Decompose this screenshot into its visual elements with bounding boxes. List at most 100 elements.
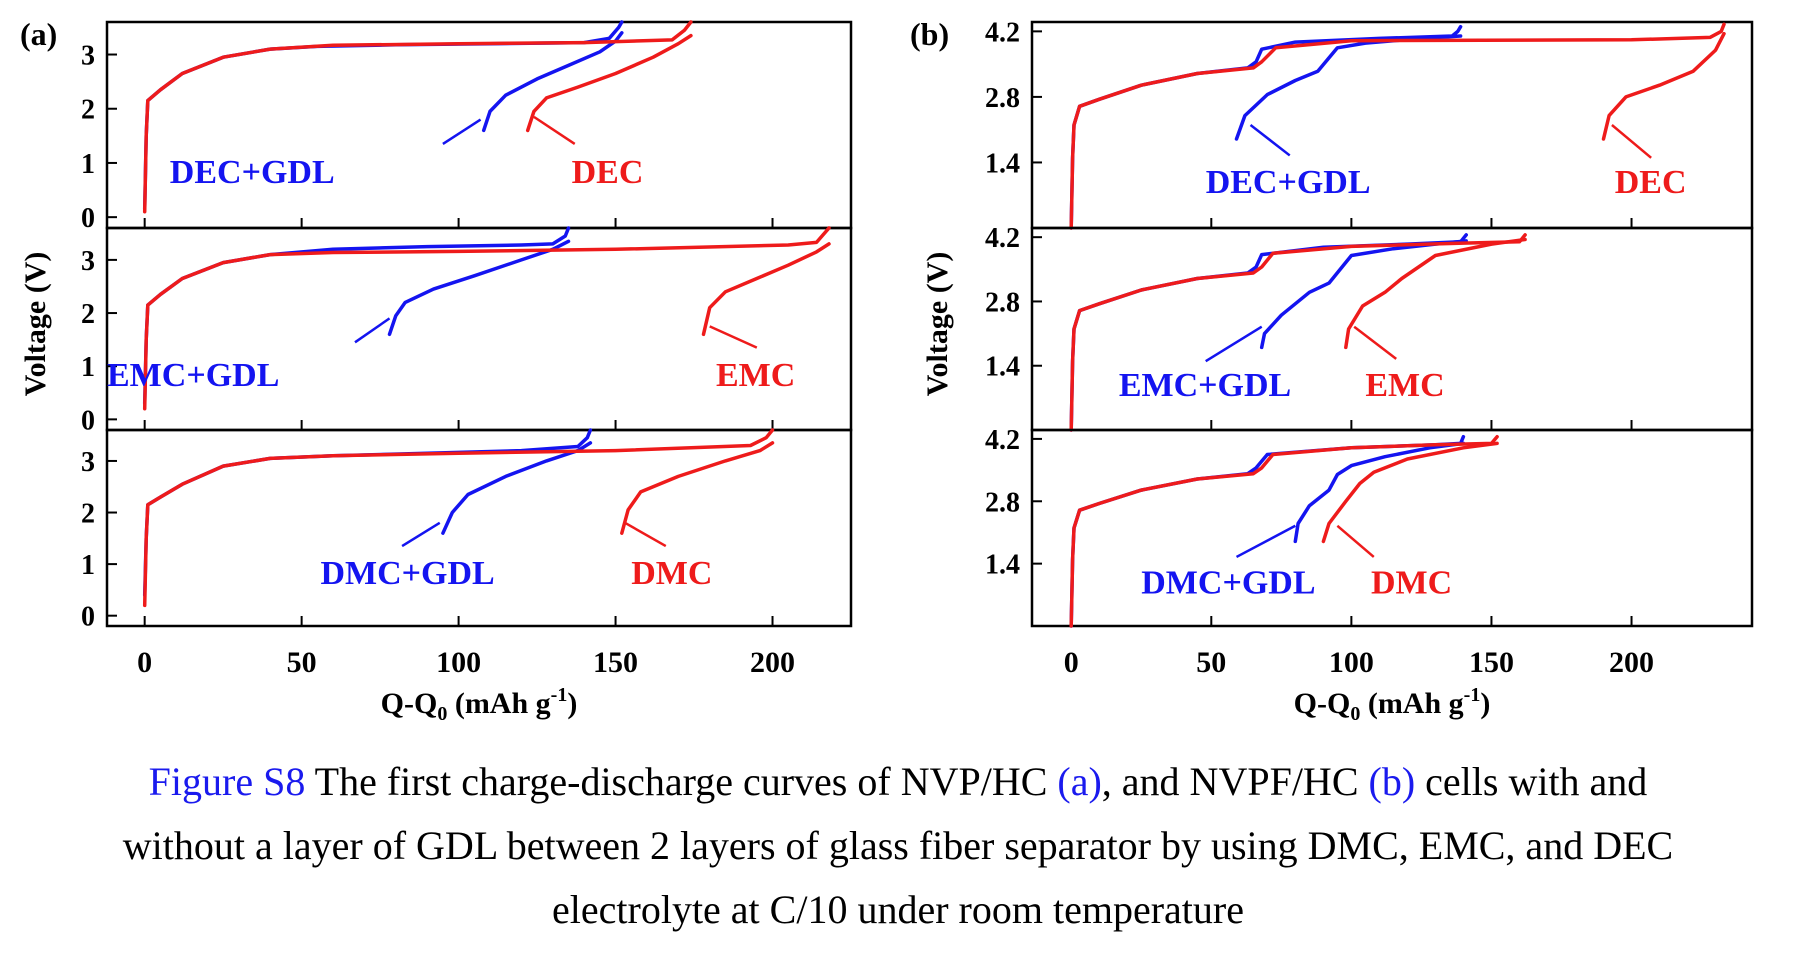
- curve-emc-gdl-discharge: [387, 239, 571, 337]
- y-tick-label: 2: [81, 95, 95, 126]
- annotation-label: DEC+GDL: [1206, 164, 1371, 201]
- x-tick-label: 50: [1196, 646, 1226, 679]
- curve-dmc-charge: [1069, 434, 1499, 628]
- y-tick-label: 1: [81, 550, 95, 581]
- plot-frame: [1030, 428, 1754, 628]
- annotation-label: EMC: [716, 357, 795, 394]
- x-axis-label: Q-Q0 (mAh g-1): [1294, 684, 1491, 725]
- y-tick-label: 3: [81, 447, 95, 478]
- y-tick-label: 0: [81, 405, 95, 436]
- x-tick-label: 150: [1469, 646, 1514, 679]
- panel-0: (a) 0 1 2 3 DEC+GDL DEC 0 1 2 3 EMC+GDL EMC 0 1 2 3 DMC+G…: [19, 16, 853, 725]
- curve-dmc-gdl-discharge: [1293, 441, 1466, 544]
- x-tick-label: 50: [287, 646, 317, 679]
- curve-dec-charge: [1069, 22, 1726, 230]
- subplot-1: 1.4 2.8 4.2 EMC+GDL EMC: [985, 223, 1754, 432]
- figure-caption: Figure S8 The first charge-discharge cur…: [0, 750, 1796, 942]
- annotation-leader: [624, 521, 667, 548]
- y-tick-label: 0: [81, 203, 95, 234]
- y-tick-label: 2: [81, 299, 95, 330]
- annotation-leader: [1336, 524, 1375, 558]
- y-tick-label: 2.8: [985, 287, 1020, 318]
- annotation-leader: [1249, 124, 1291, 157]
- caption-line-3: electrolyte at C/10 under room temperatu…: [552, 887, 1244, 932]
- annotation-leader: [1205, 325, 1263, 363]
- curve-dmc-discharge: [620, 441, 775, 535]
- x-tick-label: 100: [436, 646, 481, 679]
- caption-text-3: cells with and: [1415, 759, 1648, 804]
- annotation-label: DMC: [1371, 564, 1452, 601]
- y-tick-label: 1: [81, 149, 95, 180]
- curve-dmc-charge: [142, 428, 775, 608]
- y-tick-label: 1: [81, 352, 95, 383]
- annotation-label: DMC+GDL: [320, 555, 494, 592]
- caption-figure-ref: Figure S8: [148, 759, 306, 804]
- curve-dec-charge: [142, 20, 693, 214]
- caption-text-2: , and NVPF/HC: [1101, 759, 1369, 804]
- subplot-0: 0 1 2 3 DEC+GDL DEC: [81, 20, 853, 234]
- annotation-label: DEC: [1615, 164, 1687, 201]
- curve-dec-discharge: [525, 33, 693, 133]
- y-tick-label: 2.8: [985, 487, 1020, 518]
- y-tick-label: 1.4: [985, 148, 1020, 179]
- curve-emc-discharge: [701, 242, 831, 337]
- plot-frame: [105, 428, 853, 628]
- x-tick-label: 200: [750, 646, 795, 679]
- subplot-0: 1.4 2.8 4.2 DEC+GDL DEC: [985, 17, 1754, 230]
- y-tick-label: 4.2: [985, 425, 1020, 456]
- annotation-label: EMC+GDL: [1119, 367, 1291, 404]
- annotation-leader: [1235, 524, 1296, 559]
- curve-emc-discharge: [1344, 237, 1527, 350]
- annotation-label: DMC+GDL: [1141, 564, 1315, 601]
- x-tick-label: 200: [1609, 646, 1654, 679]
- y-tick-label: 4.2: [985, 223, 1020, 254]
- annotation-label: DEC+GDL: [170, 154, 335, 191]
- annotation-label: DEC: [572, 154, 644, 191]
- y-axis-label: Voltage (V): [921, 252, 954, 397]
- annotation-leader: [533, 115, 576, 146]
- subplot-1: 0 1 2 3 EMC+GDL EMC: [81, 226, 853, 436]
- caption-line-1: Figure S8 The first charge-discharge cur…: [0, 750, 1796, 814]
- y-tick-label: 3: [81, 246, 95, 277]
- annotation-leader: [401, 521, 441, 548]
- x-tick-label: 150: [593, 646, 638, 679]
- curve-dmc-gdl-discharge: [441, 441, 593, 535]
- subplot-2: 0 1 2 3 DMC+GDL DMC: [81, 428, 853, 633]
- y-tick-label: 0: [81, 602, 95, 633]
- y-tick-label: 1.4: [985, 550, 1020, 581]
- plot-frame: [105, 20, 853, 230]
- caption-line-2: without a layer of GDL between 2 layers …: [122, 823, 1674, 868]
- x-tick-label: 0: [137, 646, 152, 679]
- curve-dec-gdl-discharge: [481, 31, 624, 133]
- curve-emc-charge: [142, 226, 831, 411]
- caption-text-1: The first charge-discharge curves of NVP…: [305, 759, 1058, 804]
- panel-label: (b): [910, 16, 949, 52]
- panel-label: (a): [20, 16, 57, 52]
- annotation-leader: [709, 325, 758, 349]
- y-axis-label: Voltage (V): [19, 252, 52, 397]
- curve-emc-charge: [1069, 233, 1527, 432]
- curve-dmc-discharge: [1321, 441, 1499, 544]
- y-tick-label: 2: [81, 499, 95, 530]
- annotation-leader: [1611, 124, 1652, 159]
- x-tick-label: 100: [1329, 646, 1374, 679]
- y-tick-label: 4.2: [985, 17, 1020, 48]
- annotation-leader: [354, 317, 391, 344]
- annotation-label: EMC+GDL: [107, 357, 279, 394]
- y-tick-label: 2.8: [985, 83, 1020, 114]
- x-axis-label: Q-Q0 (mAh g-1): [381, 684, 578, 725]
- caption-ref-b: (b): [1368, 759, 1416, 804]
- annotation-label: EMC: [1365, 367, 1444, 404]
- annotation-leader: [442, 118, 482, 146]
- caption-ref-a: (a): [1057, 759, 1102, 804]
- annotation-leader: [1353, 325, 1397, 360]
- y-tick-label: 3: [81, 41, 95, 72]
- y-tick-label: 1.4: [985, 352, 1020, 383]
- plot-frame: [105, 226, 853, 432]
- x-tick-label: 0: [1064, 646, 1079, 679]
- subplot-2: 1.4 2.8 4.2 DMC+GDL DMC: [985, 425, 1754, 628]
- annotation-label: DMC: [631, 555, 712, 592]
- panel-1: (b) 1.4 2.8 4.2 DEC+GDL DEC 1.4 2.8 4.2 EMC+GDL EM…: [910, 16, 1754, 725]
- curve-dec-discharge: [1601, 31, 1726, 141]
